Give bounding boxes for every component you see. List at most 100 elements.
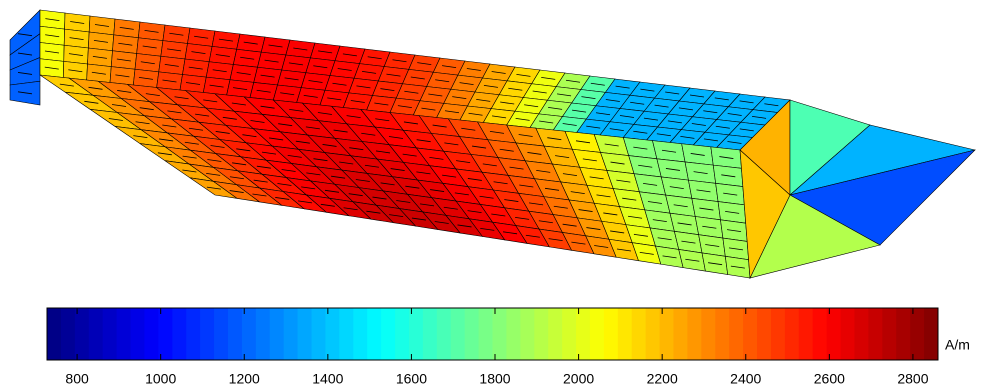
- field-arrow: [452, 96, 467, 100]
- field-arrow: [308, 80, 323, 83]
- field-arrow: [678, 107, 693, 111]
- colorbar: 800 1000 1200 1400 1600 1800 2000 2200 2400 2600 2…: [46, 307, 939, 387]
- field-arrow: [135, 121, 150, 125]
- field-arrow: [69, 37, 84, 40]
- field-arrow: [157, 152, 172, 156]
- field-arrow: [726, 229, 742, 233]
- field-arrow: [350, 100, 365, 103]
- field-arrow: [633, 130, 648, 134]
- field-arrow: [610, 230, 625, 234]
- field-arrow: [730, 265, 745, 269]
- field-arrow: [586, 125, 601, 129]
- field-arrow: [468, 112, 483, 116]
- colorbar-step: [297, 308, 313, 360]
- field-arrow: [715, 125, 730, 129]
- field-arrow: [727, 113, 742, 116]
- field-arrow: [297, 200, 313, 204]
- field-arrow: [212, 69, 227, 73]
- mesh-cell: [739, 149, 791, 280]
- field-arrow: [639, 252, 654, 255]
- field-arrow: [594, 245, 609, 248]
- field-arrow: [647, 201, 663, 204]
- field-arrow: [544, 187, 560, 191]
- field-arrow: [162, 79, 177, 83]
- field-arrow: [434, 221, 449, 224]
- field-arrow: [665, 91, 680, 95]
- field-arrow: [681, 240, 696, 244]
- field-arrow: [508, 87, 523, 91]
- field-arrow: [652, 219, 667, 222]
- field-arrow: [643, 182, 658, 186]
- field-arrow: [356, 85, 371, 89]
- field-arrow: [619, 115, 635, 118]
- field-arrow: [185, 82, 201, 85]
- field-arrow: [117, 90, 132, 93]
- field-arrow: [689, 94, 705, 98]
- colorbar-step: [339, 308, 354, 360]
- field-arrow: [349, 147, 364, 151]
- field-arrow: [250, 120, 265, 123]
- field-arrow: [333, 129, 348, 133]
- field-arrow: [610, 161, 625, 165]
- colorbar-step: [283, 308, 299, 360]
- colorbar-step: [227, 308, 243, 360]
- field-arrow: [691, 123, 706, 126]
- field-arrow: [233, 87, 248, 91]
- field-arrow: [476, 98, 491, 102]
- field-arrow: [348, 193, 363, 197]
- field-arrow: [586, 227, 601, 230]
- field-arrow: [322, 144, 337, 147]
- colorbar-step: [701, 308, 716, 360]
- field-arrow: [562, 173, 578, 177]
- field-arrow: [429, 157, 444, 160]
- field-arrow: [44, 50, 60, 54]
- colorbar-step: [687, 308, 702, 360]
- field-arrow: [677, 222, 692, 226]
- field-arrow: [553, 205, 568, 209]
- field-arrow: [91, 71, 106, 75]
- field-arrow: [260, 105, 275, 109]
- colorbar-step: [882, 308, 897, 360]
- field-arrow: [320, 203, 335, 207]
- field-arrow: [17, 72, 33, 75]
- field-arrow: [430, 189, 445, 192]
- field-arrow: [538, 220, 553, 224]
- field-arrow: [209, 84, 224, 88]
- field-arrow: [159, 138, 174, 142]
- field-arrow: [529, 202, 544, 206]
- tick-label: 2800: [897, 371, 928, 387]
- field-arrow: [17, 52, 33, 56]
- field-arrow: [142, 45, 157, 49]
- field-arrow: [633, 233, 648, 237]
- field-arrow: [342, 53, 357, 57]
- field-arrow: [182, 155, 197, 159]
- field-arrow: [164, 64, 179, 67]
- field-arrow: [346, 115, 361, 119]
- field-arrow: [443, 206, 458, 210]
- field-arrow: [115, 74, 130, 78]
- field-arrow: [268, 44, 283, 48]
- field-arrow: [305, 126, 320, 130]
- field-arrow: [432, 124, 447, 128]
- field-arrow: [489, 130, 505, 134]
- field-arrow: [84, 100, 99, 104]
- field-arrow: [256, 89, 271, 93]
- field-arrow: [366, 210, 381, 214]
- field-arrow: [324, 189, 340, 193]
- field-arrow: [739, 128, 754, 132]
- field-arrow: [480, 227, 495, 231]
- field-arrow: [680, 135, 695, 139]
- field-arrow: [174, 96, 189, 100]
- colorbar-step: [186, 308, 201, 360]
- field-arrow: [59, 83, 74, 87]
- field-arrow: [416, 139, 431, 143]
- field-arrow: [269, 137, 284, 141]
- field-arrow: [571, 241, 586, 245]
- colorbar-step: [910, 308, 925, 360]
- field-arrow: [703, 110, 718, 114]
- field-arrow: [215, 131, 230, 134]
- field-arrow: [466, 68, 481, 71]
- tick-label: 1200: [229, 371, 260, 387]
- field-arrow: [281, 169, 296, 172]
- field-arrow: [195, 113, 210, 117]
